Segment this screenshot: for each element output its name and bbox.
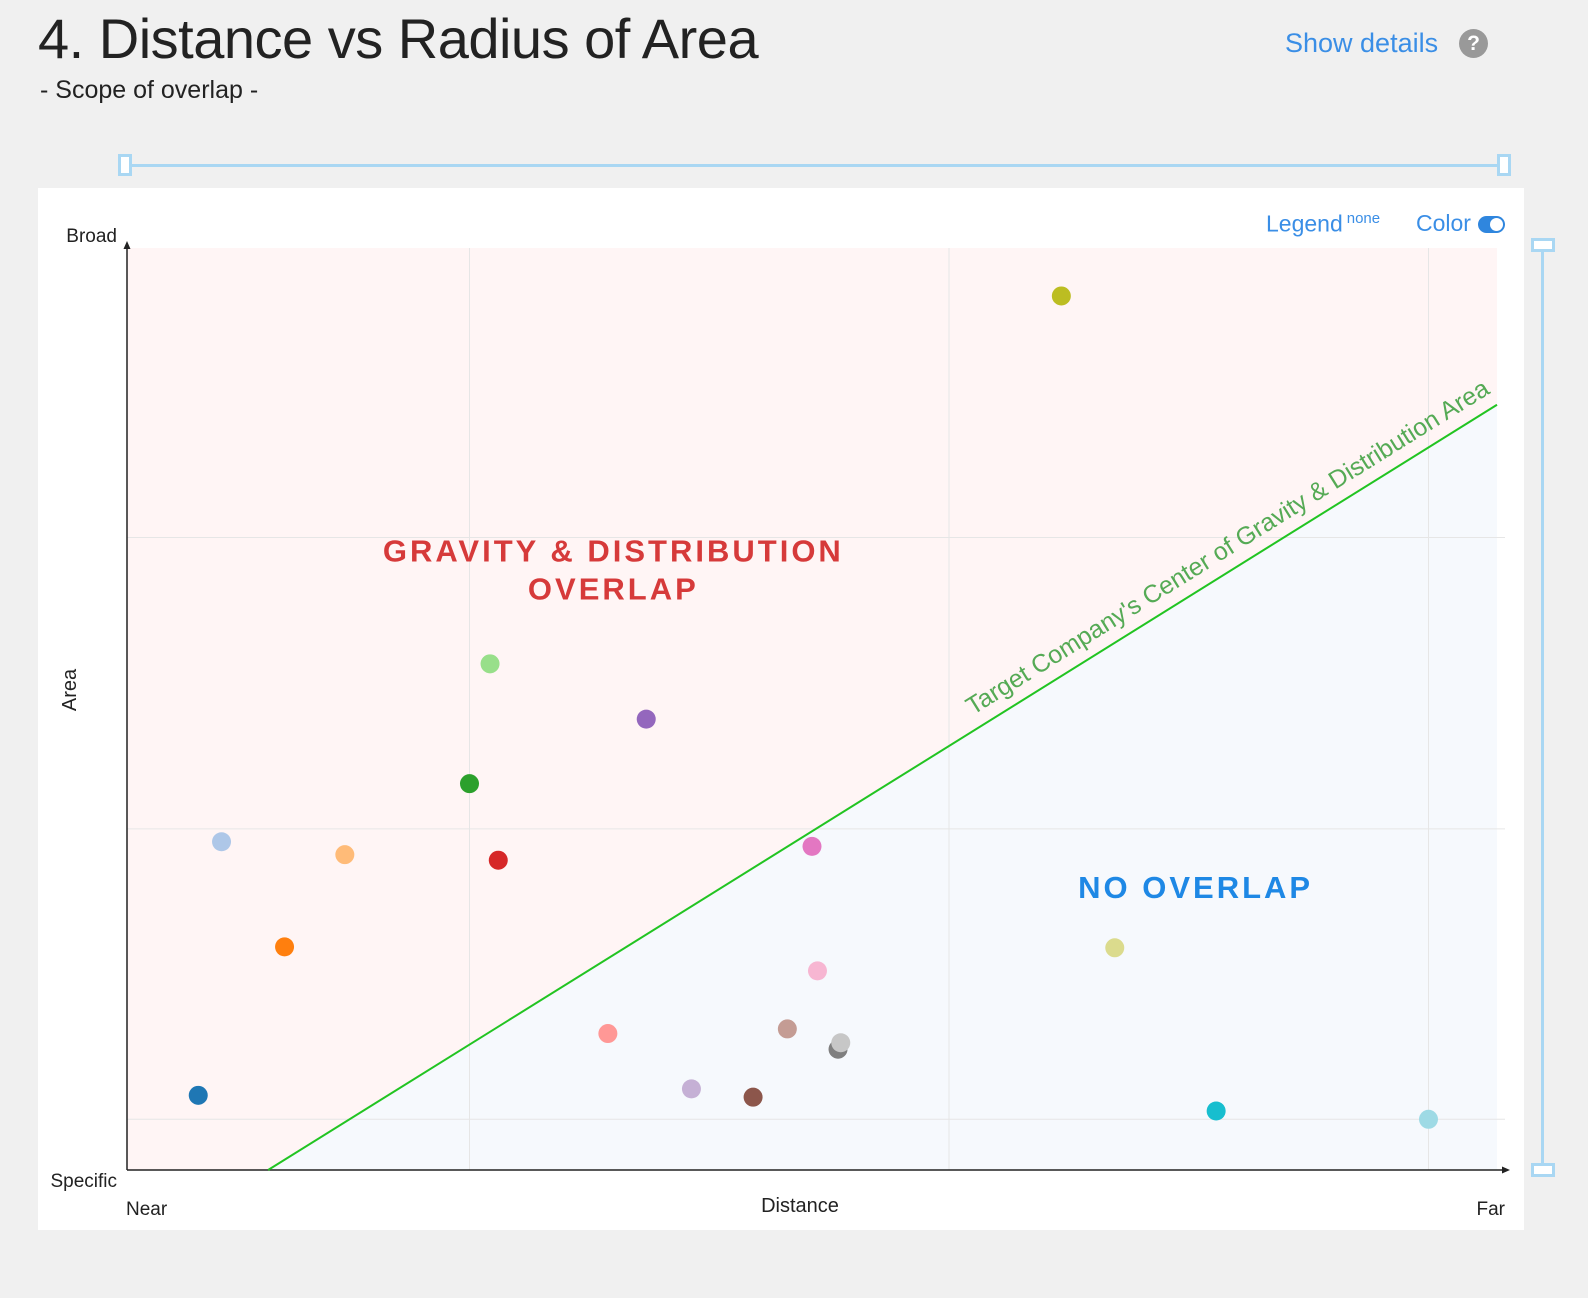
data-point-18[interactable] [1206, 1101, 1226, 1121]
boundary-line [267, 403, 1498, 1171]
data-point-12[interactable] [777, 1019, 797, 1039]
color-toggle-switch[interactable] [1478, 216, 1505, 233]
vertical-range-handle-top[interactable] [1531, 238, 1555, 252]
data-point-16[interactable] [743, 1087, 763, 1107]
data-point-7[interactable] [802, 836, 822, 856]
data-point-19[interactable] [1419, 1109, 1438, 1129]
no-overlap-region-label: NO OVERLAP [1078, 870, 1313, 905]
data-point-9[interactable] [1105, 938, 1125, 958]
y-axis-arrow [123, 241, 131, 249]
x-axis-arrow [1502, 1166, 1510, 1174]
vertical-range-track[interactable] [1541, 246, 1544, 1172]
data-point-8[interactable] [275, 937, 295, 957]
data-point-11[interactable] [598, 1024, 618, 1044]
legend-label: Legend [1266, 210, 1343, 237]
x-axis-label: Distance [761, 1195, 839, 1217]
color-label[interactable]: Color [1416, 210, 1471, 236]
page-subtitle: - Scope of overlap - [40, 76, 259, 104]
data-point-17[interactable] [188, 1085, 208, 1105]
data-point-15[interactable] [681, 1079, 701, 1099]
data-point-10[interactable] [807, 961, 827, 981]
help-icon[interactable]: ? [1459, 29, 1488, 58]
vertical-range-handle-bottom[interactable] [1531, 1163, 1555, 1177]
data-point-0[interactable] [1051, 286, 1071, 306]
data-point-6[interactable] [488, 850, 508, 870]
data-point-2[interactable] [636, 709, 656, 729]
y-tick-max: Broad [66, 226, 117, 247]
data-point-4[interactable] [212, 832, 232, 852]
horizontal-range-handle-left[interactable] [118, 154, 132, 176]
data-point-5[interactable] [335, 845, 355, 865]
y-axis-label: Area [59, 668, 81, 711]
data-point-3[interactable] [460, 774, 479, 794]
legend-toggle[interactable]: Legend none [1266, 210, 1380, 238]
y-tick-min: Specific [50, 1171, 117, 1192]
data-point-14[interactable] [831, 1033, 851, 1053]
page-title: 4. Distance vs Radius of Area [38, 7, 759, 70]
horizontal-range-track[interactable] [126, 164, 1506, 167]
horizontal-range-handle-right[interactable] [1497, 154, 1511, 176]
show-details-link[interactable]: Show details [1285, 28, 1439, 58]
data-point-1[interactable] [480, 654, 500, 674]
legend-value: none [1346, 210, 1381, 227]
x-tick-min: Near [126, 1199, 168, 1220]
x-tick-max: Far [1477, 1199, 1506, 1220]
overlap-region-label: OVERLAP [528, 571, 699, 606]
overlap-region-label: GRAVITY & DISTRIBUTION [383, 533, 844, 568]
